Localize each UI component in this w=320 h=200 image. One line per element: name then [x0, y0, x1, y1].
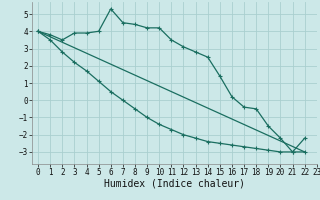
X-axis label: Humidex (Indice chaleur): Humidex (Indice chaleur): [104, 179, 245, 189]
